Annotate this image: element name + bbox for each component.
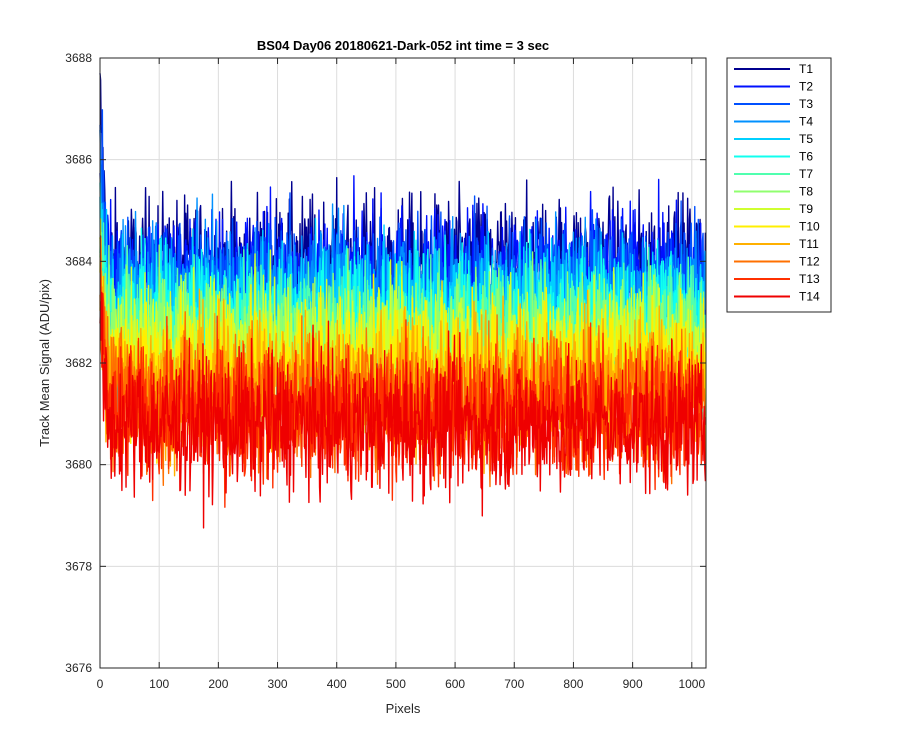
legend-label: T1	[799, 62, 813, 76]
legend-label: T6	[799, 150, 813, 164]
legend-items: T1 T2 T3 T4 T5 T6 T7 T8 T9 T10 T11 T12 T13 T14	[734, 62, 820, 304]
legend-item: T9	[734, 202, 813, 216]
legend-label: T11	[799, 237, 819, 251]
legend-item: T12	[734, 255, 820, 269]
legend-item: T5	[734, 132, 813, 146]
legend-item: T8	[734, 185, 813, 199]
chart-title: BS04 Day06 20180621-Dark-052 int time = …	[257, 38, 549, 53]
legend-label: T9	[799, 202, 813, 216]
y-tick-label: 3680	[65, 458, 92, 472]
x-axis-ticks: 0 100 200 300 400 500 600 700 800 900 1000	[97, 58, 705, 691]
legend-box	[726, 57, 832, 313]
x-tick-label: 0	[97, 677, 104, 691]
y-axis-ticks: 3676 3678 3680 3682 3684 3686 3688	[65, 51, 706, 675]
x-tick-label: 500	[386, 677, 406, 691]
y-tick-label: 3688	[65, 51, 92, 65]
x-tick-label: 300	[268, 677, 288, 691]
legend-label: T4	[799, 115, 813, 129]
legend-label: T7	[799, 167, 813, 181]
series-layer	[99, 73, 707, 529]
legend-item: T4	[734, 115, 813, 129]
x-tick-label: 200	[208, 677, 228, 691]
x-tick-label: 700	[504, 677, 524, 691]
legend-item: T6	[734, 150, 813, 164]
x-tick-label: 900	[623, 677, 643, 691]
legend-item: T11	[734, 237, 819, 251]
x-tick-label: 800	[563, 677, 583, 691]
legend-item: T3	[734, 97, 813, 111]
y-tick-label: 3678	[65, 559, 92, 573]
x-axis-label: Pixels	[386, 701, 421, 716]
legend-label: T5	[799, 132, 813, 146]
legend-label: T14	[799, 290, 820, 304]
legend-label: T10	[799, 220, 820, 234]
legend-label: T13	[799, 272, 820, 286]
x-tick-label: 600	[445, 677, 465, 691]
x-tick-label: 400	[327, 677, 347, 691]
legend: T1 T2 T3 T4 T5 T6 T7 T8 T9 T10 T11 T12 T13 T14	[726, 57, 832, 313]
legend-item: T13	[734, 272, 820, 286]
y-tick-label: 3686	[65, 153, 92, 167]
x-tick-label: 1000	[678, 677, 705, 691]
y-tick-label: 3682	[65, 356, 92, 370]
y-tick-label: 3684	[65, 254, 92, 268]
y-tick-label: 3676	[65, 661, 92, 675]
legend-item: T1	[734, 62, 813, 76]
plot-area: 0 100 200 300 400 500 600 700 800 900 1000 3676367…	[65, 51, 707, 691]
legend-item: T7	[734, 167, 813, 181]
legend-label: T12	[799, 255, 820, 269]
legend-item: T14	[734, 290, 820, 304]
x-tick-label: 100	[149, 677, 169, 691]
legend-item: T2	[734, 80, 813, 94]
legend-label: T3	[799, 97, 813, 111]
legend-label: T8	[799, 185, 813, 199]
series-line-t14	[99, 291, 707, 529]
y-axis-label: Track Mean Signal (ADU/pix)	[37, 279, 52, 447]
legend-label: T2	[799, 80, 813, 94]
legend-item: T10	[734, 220, 820, 234]
